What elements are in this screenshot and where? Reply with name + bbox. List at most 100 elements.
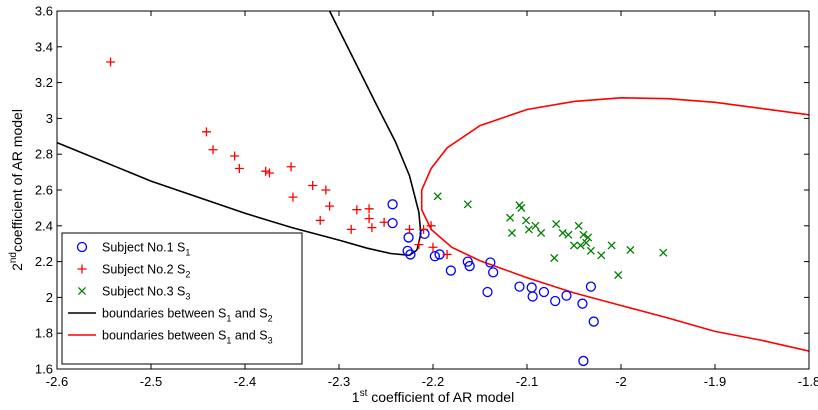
series-3-point — [550, 253, 559, 263]
boundary-line-1 — [57, 141, 418, 257]
series-2-point — [230, 151, 240, 161]
series-3-point — [531, 221, 540, 230]
series-1-point — [402, 245, 413, 257]
series-3-point — [582, 238, 591, 247]
y-tick-label: 2 — [46, 290, 53, 305]
legend-label: Subject No.2 S2 — [102, 263, 190, 280]
series-3-point — [586, 246, 595, 255]
series-1-point — [585, 281, 597, 292]
series-1-point — [488, 267, 499, 278]
series-1-point — [578, 355, 589, 367]
series-3-point — [584, 233, 593, 242]
series-3-point — [607, 241, 616, 250]
x-tick-label: -1.8 — [798, 374, 818, 389]
series-2-point — [414, 240, 424, 250]
x-tick-label: -2.4 — [234, 374, 256, 389]
series-2-point — [426, 221, 436, 231]
series-2-point — [234, 164, 244, 174]
y-tick-label: 1.8 — [35, 326, 53, 341]
x-tick-label: -2.6 — [46, 374, 68, 389]
legend-label: Subject No.1 S1 — [102, 241, 190, 258]
series-3-point — [463, 200, 472, 209]
series-3-point — [626, 245, 635, 255]
boundary-line-2 — [420, 96, 809, 352]
series-3-point — [537, 228, 546, 238]
series-1-point — [405, 249, 416, 260]
series-2-point — [308, 181, 318, 191]
series-2-point — [364, 214, 374, 224]
series-1-point — [464, 260, 475, 272]
series-1-point — [577, 298, 588, 309]
series-1-point — [588, 316, 599, 327]
series-3-point — [558, 228, 567, 238]
x-tick-label: -2.5 — [140, 374, 162, 389]
legend-label: Subject No.3 S3 — [102, 285, 190, 302]
series-3-point — [569, 241, 579, 250]
series-2-point — [208, 145, 218, 155]
series-1-point — [514, 281, 525, 292]
series-3-point — [614, 270, 623, 280]
y-tick-label: 2.8 — [35, 147, 53, 162]
series-3-point — [524, 225, 533, 234]
series-1-point — [561, 290, 572, 301]
series-2-point — [379, 217, 389, 227]
series-3-point — [576, 241, 585, 250]
series-1-point — [445, 265, 457, 276]
series-1-point — [527, 291, 538, 302]
series-2-point — [286, 162, 296, 172]
legend: Subject No.1 S1 Subject No.2 S2 Subject No… — [61, 232, 303, 365]
series-1-point — [538, 286, 550, 298]
y-axis-ticks: 1.6 1.8 2 2.2 2.4 2.6 2.8 3 3.2 3.4 3.6 — [35, 4, 809, 377]
series-1-point — [387, 199, 398, 210]
series-2-point — [288, 192, 298, 202]
x-axis-ticks: -2.6 -2.5 -2.4 -2.3 -2.2 -2.1 -2 -1.9 -1.8 — [46, 11, 818, 389]
legend-label: boundaries between S1 and S3 — [102, 329, 273, 346]
series-3-point — [517, 203, 526, 212]
y-tick-label: 3.4 — [35, 39, 53, 54]
legend-marker — [76, 241, 88, 253]
x-tick-label: -2 — [615, 374, 627, 389]
series-3-point — [597, 251, 606, 260]
series-2-point — [264, 168, 274, 178]
series-3-point — [552, 219, 561, 229]
x-axis-label: 1st coefficient of AR model — [352, 388, 514, 405]
series-3-point — [659, 248, 668, 257]
x-tick-label: -2.2 — [422, 374, 444, 389]
series-2-point — [352, 205, 362, 215]
series-3-point — [507, 228, 517, 238]
y-tick-label: 2.6 — [35, 183, 53, 198]
data-points — [106, 57, 668, 367]
x-tick-label: -2.1 — [516, 374, 538, 389]
y-tick-label: 3.2 — [35, 75, 53, 90]
series-2-point — [367, 223, 377, 233]
series-2-point — [428, 242, 438, 252]
series-2-point — [106, 57, 116, 67]
y-tick-label: 1.6 — [35, 362, 53, 377]
series-2-point — [346, 224, 356, 234]
series-2-point — [321, 185, 331, 195]
y-tick-label: 2.2 — [35, 254, 53, 269]
legend-box — [61, 232, 303, 365]
series-2-point — [419, 224, 429, 234]
series-3-point — [574, 221, 583, 230]
x-tick-label: -1.9 — [704, 374, 726, 389]
series-2-point — [201, 127, 211, 137]
x-tick-label: -2.3 — [328, 374, 350, 389]
boundary-line-1 — [328, 11, 422, 251]
series-2-point — [325, 201, 335, 211]
legend-label: boundaries between S1 and S2 — [102, 307, 273, 324]
y-axis-label: 2ndcoefficient of AR model — [8, 109, 25, 271]
y-tick-label: 3.6 — [35, 4, 53, 19]
series-2-point — [315, 215, 325, 225]
series-1-point — [485, 257, 496, 268]
series-1-point — [387, 217, 398, 229]
legend-marker — [77, 286, 87, 296]
series-2-point — [442, 249, 452, 259]
series-1-point — [550, 295, 561, 307]
series-3-point — [522, 216, 531, 225]
legend-marker — [77, 264, 87, 274]
series-2-point — [364, 204, 374, 214]
series-3-point — [579, 230, 588, 239]
series-1-point — [403, 232, 414, 243]
